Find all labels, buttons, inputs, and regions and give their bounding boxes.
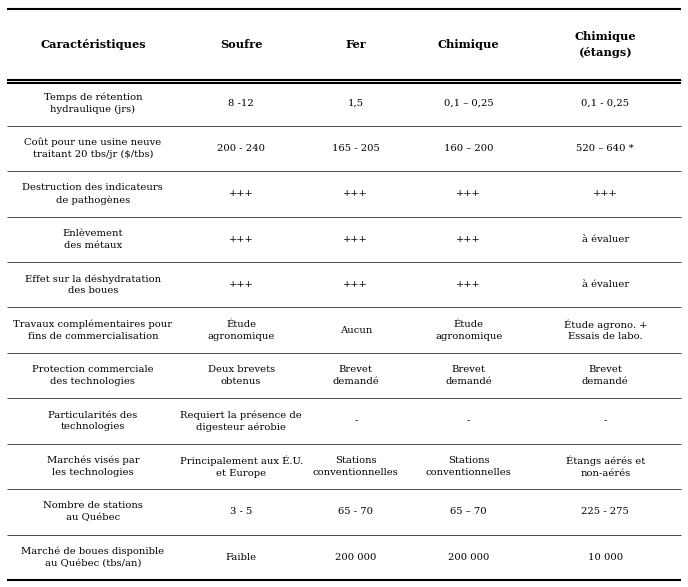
Text: +++: +++ xyxy=(229,280,254,289)
Text: +++: +++ xyxy=(229,235,254,244)
Text: Étude
agronomique: Étude agronomique xyxy=(208,320,275,340)
Text: -: - xyxy=(354,417,358,426)
Text: Destruction des indicateurs
de pathogènes: Destruction des indicateurs de pathogène… xyxy=(23,183,163,205)
Text: 8 -12: 8 -12 xyxy=(228,99,254,107)
Text: Aucun: Aucun xyxy=(340,326,372,335)
Text: +++: +++ xyxy=(456,280,481,289)
Text: Faible: Faible xyxy=(226,553,257,562)
Text: Brevet
demandé: Brevet demandé xyxy=(445,365,492,386)
Text: à évaluer: à évaluer xyxy=(581,280,629,289)
Text: Protection commerciale
des technologies: Protection commerciale des technologies xyxy=(32,365,153,386)
Text: Coût pour une usine neuve
traitant 20 tbs/jr ($/tbs): Coût pour une usine neuve traitant 20 tb… xyxy=(24,138,162,159)
Text: Deux brevets
obtenus: Deux brevets obtenus xyxy=(208,365,275,386)
Text: Soufre: Soufre xyxy=(220,39,262,50)
Text: à évaluer: à évaluer xyxy=(581,235,629,244)
Text: Brevet
demandé: Brevet demandé xyxy=(582,365,629,386)
Text: Stations
conventionnelles: Stations conventionnelles xyxy=(426,456,512,477)
Text: Caractéristiques: Caractéristiques xyxy=(40,39,146,50)
Text: Nombre de stations
au Québec: Nombre de stations au Québec xyxy=(43,501,143,522)
Text: Étude
agronomique: Étude agronomique xyxy=(435,320,502,340)
Text: Étude agrono. +
Essais de labo.: Étude agrono. + Essais de labo. xyxy=(563,319,647,341)
Text: -: - xyxy=(603,417,607,426)
Text: +++: +++ xyxy=(343,280,368,289)
Text: +++: +++ xyxy=(343,235,368,244)
Text: -: - xyxy=(467,417,471,426)
Text: 0,1 – 0,25: 0,1 – 0,25 xyxy=(444,99,493,107)
Text: 65 – 70: 65 – 70 xyxy=(451,507,487,517)
Text: Particularités des
technologies: Particularités des technologies xyxy=(48,411,138,431)
Text: 3 - 5: 3 - 5 xyxy=(230,507,252,517)
Text: Marché de boues disponible
au Québec (tbs/an): Marché de boues disponible au Québec (tb… xyxy=(21,546,164,568)
Text: 200 - 240: 200 - 240 xyxy=(217,144,265,153)
Text: Brevet
demandé: Brevet demandé xyxy=(332,365,379,386)
Text: 200 000: 200 000 xyxy=(448,553,489,562)
Text: +++: +++ xyxy=(456,235,481,244)
Text: Principalement aux É.U.
et Europe: Principalement aux É.U. et Europe xyxy=(180,456,303,478)
Text: +++: +++ xyxy=(229,190,254,198)
Text: 10 000: 10 000 xyxy=(588,553,623,562)
Text: 200 000: 200 000 xyxy=(335,553,376,562)
Text: +++: +++ xyxy=(343,190,368,198)
Text: Enlèvement
des métaux: Enlèvement des métaux xyxy=(63,229,123,249)
Text: 520 – 640 *: 520 – 640 * xyxy=(577,144,634,153)
Text: 160 – 200: 160 – 200 xyxy=(444,144,493,153)
Text: Étangs aérés et
non-aérés: Étangs aérés et non-aérés xyxy=(566,456,645,478)
Text: Chimique
(étangs): Chimique (étangs) xyxy=(574,31,636,58)
Text: 225 - 275: 225 - 275 xyxy=(581,507,630,517)
Text: 1,5: 1,5 xyxy=(347,99,364,107)
Text: Travaux complémentaires pour
fins de commercialisation: Travaux complémentaires pour fins de com… xyxy=(13,319,173,341)
Text: Temps de rétention
hydraulique (jrs): Temps de rétention hydraulique (jrs) xyxy=(43,92,142,114)
Text: +++: +++ xyxy=(593,190,618,198)
Text: 0,1 - 0,25: 0,1 - 0,25 xyxy=(581,99,630,107)
Text: 65 - 70: 65 - 70 xyxy=(338,507,374,517)
Text: Marchés visés par
les technologies: Marchés visés par les technologies xyxy=(47,456,139,477)
Text: Effet sur la déshydratation
des boues: Effet sur la déshydratation des boues xyxy=(25,274,161,295)
Text: 165 - 205: 165 - 205 xyxy=(332,144,380,153)
Text: +++: +++ xyxy=(456,190,481,198)
Text: Stations
conventionnelles: Stations conventionnelles xyxy=(313,456,398,477)
Text: Chimique: Chimique xyxy=(438,39,499,50)
Text: Requiert la présence de
digesteur aérobie: Requiert la présence de digesteur aérobi… xyxy=(180,410,302,432)
Text: Fer: Fer xyxy=(345,39,366,50)
